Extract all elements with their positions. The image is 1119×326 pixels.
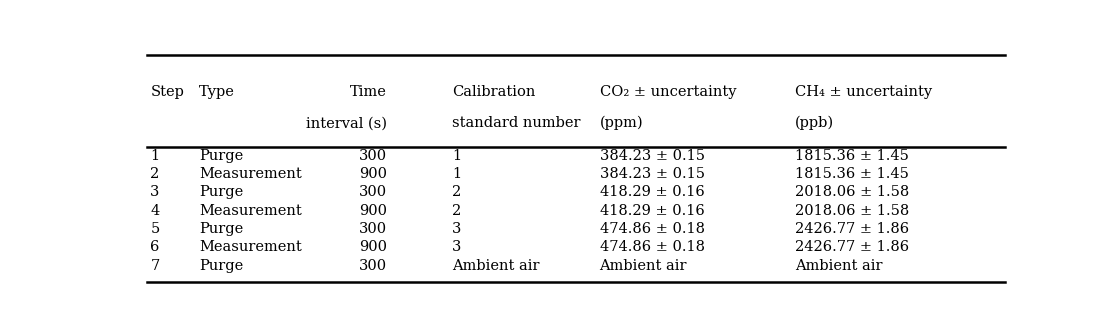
Text: 2: 2 <box>452 204 461 218</box>
Text: standard number: standard number <box>452 116 581 130</box>
Text: CO₂ ± uncertainty: CO₂ ± uncertainty <box>600 85 736 99</box>
Text: 4: 4 <box>150 204 160 218</box>
Text: 300: 300 <box>359 222 387 236</box>
Text: 7: 7 <box>150 259 160 273</box>
Text: Measurement: Measurement <box>199 204 302 218</box>
Text: 2018.06 ± 1.58: 2018.06 ± 1.58 <box>794 204 909 218</box>
Text: Step: Step <box>150 85 185 99</box>
Text: 6: 6 <box>150 241 160 255</box>
Text: Ambient air: Ambient air <box>600 259 687 273</box>
Text: 1: 1 <box>452 167 461 181</box>
Text: 3: 3 <box>150 185 160 200</box>
Text: Measurement: Measurement <box>199 241 302 255</box>
Text: Calibration: Calibration <box>452 85 536 99</box>
Text: 3: 3 <box>452 241 461 255</box>
Text: Purge: Purge <box>199 149 243 163</box>
Text: (ppb): (ppb) <box>794 116 834 130</box>
Text: Measurement: Measurement <box>199 167 302 181</box>
Text: Purge: Purge <box>199 222 243 236</box>
Text: 2018.06 ± 1.58: 2018.06 ± 1.58 <box>794 185 909 200</box>
Text: Ambient air: Ambient air <box>452 259 539 273</box>
Text: 1815.36 ± 1.45: 1815.36 ± 1.45 <box>794 167 909 181</box>
Text: CH₄ ± uncertainty: CH₄ ± uncertainty <box>794 85 932 99</box>
Text: 384.23 ± 0.15: 384.23 ± 0.15 <box>600 167 705 181</box>
Text: 900: 900 <box>359 204 387 218</box>
Text: 474.86 ± 0.18: 474.86 ± 0.18 <box>600 222 705 236</box>
Text: 1815.36 ± 1.45: 1815.36 ± 1.45 <box>794 149 909 163</box>
Text: Ambient air: Ambient air <box>794 259 882 273</box>
Text: 1: 1 <box>452 149 461 163</box>
Text: 474.86 ± 0.18: 474.86 ± 0.18 <box>600 241 705 255</box>
Text: 384.23 ± 0.15: 384.23 ± 0.15 <box>600 149 705 163</box>
Text: Purge: Purge <box>199 259 243 273</box>
Text: 418.29 ± 0.16: 418.29 ± 0.16 <box>600 185 704 200</box>
Text: Time: Time <box>350 85 387 99</box>
Text: interval (s): interval (s) <box>305 116 387 130</box>
Text: 300: 300 <box>359 185 387 200</box>
Text: 900: 900 <box>359 241 387 255</box>
Text: 2426.77 ± 1.86: 2426.77 ± 1.86 <box>794 241 909 255</box>
Text: 2: 2 <box>150 167 160 181</box>
Text: 3: 3 <box>452 222 461 236</box>
Text: 2: 2 <box>452 185 461 200</box>
Text: 300: 300 <box>359 259 387 273</box>
Text: Purge: Purge <box>199 185 243 200</box>
Text: 900: 900 <box>359 167 387 181</box>
Text: (ppm): (ppm) <box>600 116 643 130</box>
Text: 5: 5 <box>150 222 160 236</box>
Text: 2426.77 ± 1.86: 2426.77 ± 1.86 <box>794 222 909 236</box>
Text: 1: 1 <box>150 149 159 163</box>
Text: Type: Type <box>199 85 235 99</box>
Text: 300: 300 <box>359 149 387 163</box>
Text: 418.29 ± 0.16: 418.29 ± 0.16 <box>600 204 704 218</box>
